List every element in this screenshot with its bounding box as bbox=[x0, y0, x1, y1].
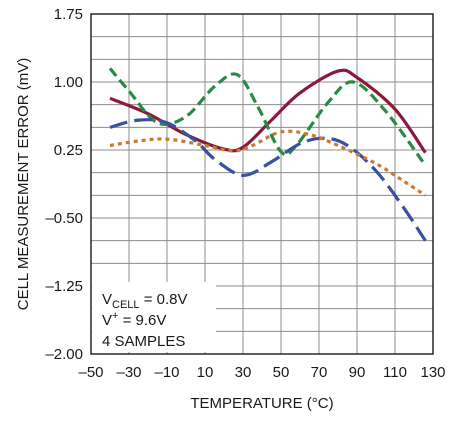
annotation-vplus-main: V bbox=[102, 312, 112, 329]
y-tick-label: –0.50 bbox=[45, 210, 83, 227]
annotation-samples: 4 SAMPLES bbox=[102, 333, 185, 350]
annotation-vcell-main: V bbox=[102, 291, 112, 308]
x-tick-labels: –50 –30 –10 10 30 50 70 90 110 130 bbox=[78, 364, 445, 381]
x-tick-label: –50 bbox=[78, 364, 103, 381]
y-tick-labels: –2.00 –1.25 –0.50 0.25 1.00 1.75 bbox=[45, 6, 83, 363]
annotation-vcell: VCELL = 0.8V bbox=[102, 291, 188, 311]
x-tick-label: 10 bbox=[197, 364, 214, 381]
series-line-3 bbox=[109, 118, 427, 242]
x-axis-label: TEMPERATURE (°C) bbox=[190, 395, 333, 412]
annotation-vcell-rest: = 0.8V bbox=[140, 291, 188, 308]
x-tick-label: 30 bbox=[235, 364, 252, 381]
annotation-vcell-sub: CELL bbox=[112, 299, 140, 311]
y-tick-label: –1.25 bbox=[45, 278, 83, 295]
annotation-background bbox=[92, 282, 216, 352]
series-group bbox=[108, 67, 427, 242]
x-tick-label: 90 bbox=[349, 364, 366, 381]
y-tick-label: 1.00 bbox=[54, 74, 83, 91]
annotation-vplus-sup: + bbox=[112, 310, 118, 322]
x-tick-label: 110 bbox=[383, 364, 407, 381]
x-tick-label: 50 bbox=[273, 364, 290, 381]
annotation-vplus: V+ = 9.6V bbox=[102, 310, 166, 329]
y-tick-label: 0.25 bbox=[54, 142, 83, 159]
y-tick-label: –2.00 bbox=[45, 346, 83, 363]
series-line-4 bbox=[109, 129, 427, 197]
y-tick-label: 1.75 bbox=[54, 6, 83, 23]
plot-frame bbox=[90, 13, 434, 355]
x-tick-label: –10 bbox=[154, 364, 179, 381]
x-tick-label: 70 bbox=[311, 364, 328, 381]
annotation-box: VCELL = 0.8V V+ = 9.6V 4 SAMPLES bbox=[92, 282, 216, 352]
series-line-1 bbox=[109, 68, 427, 154]
x-tick-label: 130 bbox=[420, 364, 445, 381]
series-line-2 bbox=[108, 67, 427, 167]
annotation-vplus-rest: = 9.6V bbox=[118, 312, 166, 329]
x-tick-label: –30 bbox=[116, 364, 141, 381]
y-axis-label: CELL MEASUREMENT ERROR (mV) bbox=[15, 58, 32, 311]
